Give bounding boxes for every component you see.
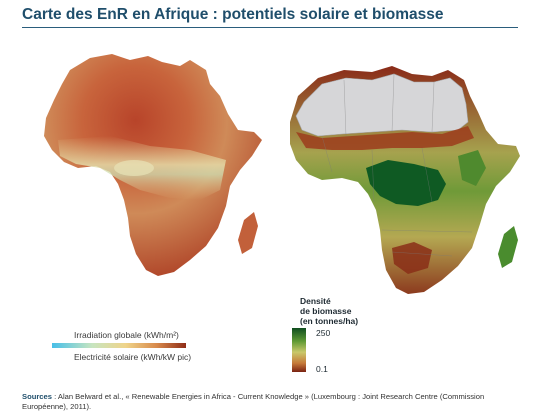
biomass-legend-min: 0.1 <box>316 364 328 374</box>
biomass-legend-max: 250 <box>316 328 331 338</box>
congo-forest <box>366 160 446 206</box>
page-title: Carte des EnR en Afrique : potentiels so… <box>22 6 444 23</box>
madagascar-biomass <box>498 226 518 268</box>
biomass-legend-title-line2: de biomasse <box>300 306 352 316</box>
title-divider <box>22 27 518 28</box>
solar-irradiation-map <box>44 54 262 276</box>
east-highlands <box>458 150 486 186</box>
biomass-legend-title: Densité de biomasse (en tonnes/ha) <box>300 296 360 326</box>
sources-label: Sources <box>22 392 52 401</box>
sources-note: Sources : Alan Belward et al., « Renewab… <box>22 392 522 412</box>
biomass-legend-title-line3: (en tonnes/ha) <box>300 316 359 326</box>
madagascar-solar <box>238 212 258 254</box>
biomass-legend-gradient <box>292 328 306 372</box>
biomass-density-map <box>290 66 520 294</box>
biomass-legend-title-line1: Densité <box>300 296 331 306</box>
solar-legend-top-label: Irradiation globale (kWh/m²) <box>74 330 179 340</box>
gulf-highlight <box>114 160 154 176</box>
sahel-band <box>296 126 474 150</box>
kalahari <box>392 242 432 274</box>
solar-legend-bottom-label: Electricité solaire (kWh/kW pic) <box>74 352 192 362</box>
solar-legend-gradient <box>52 343 186 348</box>
sahara-desert <box>295 73 469 137</box>
sources-text: : Alan Belward et al., « Renewable Energ… <box>22 392 485 411</box>
country-borders <box>321 73 473 257</box>
